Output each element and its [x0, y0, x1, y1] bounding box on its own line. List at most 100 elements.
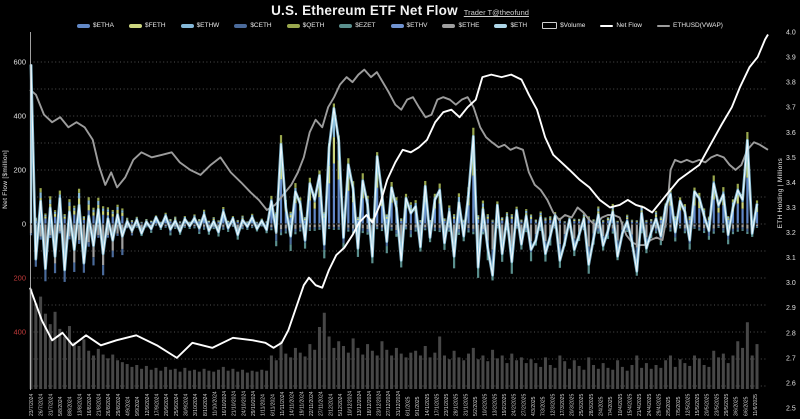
right-tick-label: 2.8	[786, 330, 796, 337]
date-label: 31/7/2024	[48, 394, 54, 416]
legend-swatch-ceth	[234, 23, 248, 28]
date-label: 29/4/2025	[656, 394, 662, 416]
date-label: 2/5/2025	[666, 396, 672, 416]
legend-swatch-ethv	[390, 23, 404, 28]
right-axis-ticks: 4.0 3.9 3.8 3.7 3.6 3.5 3.4 3.3 3.2 3.1 3.0 2.9 2.8 2…	[786, 30, 796, 413]
right-tick-label: 3.7	[786, 105, 796, 112]
legend-item-feth[interactable]: $FETH	[128, 22, 166, 29]
net-flow-line	[29, 34, 769, 359]
legend-item-etha[interactable]: $ETHA	[77, 22, 114, 29]
date-label: 5/2/2025	[473, 396, 479, 416]
date-label: 19/2/2025	[502, 394, 508, 416]
right-tick-label: 3.9	[786, 55, 796, 62]
date-label: 23/1/2025	[444, 394, 450, 416]
legend-item-ezet[interactable]: $EZET	[339, 22, 376, 29]
legend-label: $Volume	[560, 22, 586, 29]
date-label: 16/8/2024	[87, 394, 93, 416]
date-label: 17/3/2025	[560, 394, 566, 416]
legend-item-netflow[interactable]: Net Flow	[600, 22, 642, 29]
date-label: 25/3/2025	[579, 394, 585, 416]
legend-item-ethe[interactable]: $ETHE	[442, 22, 479, 29]
legend-label: $FETH	[144, 22, 166, 29]
date-label: 21/8/2024	[97, 394, 103, 416]
legend-item-qeth[interactable]: $QETH	[286, 22, 324, 29]
date-label: 7/3/2025	[541, 396, 547, 416]
date-label: 23/7/2024	[29, 394, 35, 416]
legend-item-ethv[interactable]: $ETHV	[390, 22, 427, 29]
left-tick-label: 200	[13, 166, 26, 175]
right-tick-label: 3.4	[786, 180, 796, 187]
date-label: 7/5/2025	[676, 396, 682, 416]
right-tick-label: 3.2	[786, 230, 796, 237]
date-label: 12/5/2025	[685, 394, 691, 416]
right-tick-label: 3.1	[786, 255, 796, 262]
date-label: 29/8/2024	[116, 394, 122, 416]
chart-subtitle-credit[interactable]: Trader T@theofund	[463, 8, 529, 17]
legend-swatch-etha	[77, 23, 91, 28]
chart-header: U.S. Ethereum ETF Net Flow Trader T@theof…	[0, 2, 800, 20]
daily-flow-line	[30, 64, 758, 276]
date-label: 20/5/2025	[705, 394, 711, 416]
date-label: 15/4/2025	[628, 394, 634, 416]
date-label: 29/10/2024	[251, 391, 257, 416]
legend-label: ETHUSD(VWAP)	[673, 22, 723, 29]
date-label: 15/5/2025	[695, 394, 701, 416]
etf-flow-bars	[29, 64, 759, 282]
left-tick-label: 400	[13, 328, 26, 337]
date-label: 21/4/2025	[637, 394, 643, 416]
date-label: 3/10/2024	[193, 394, 199, 416]
date-label: 29/5/2025	[724, 394, 730, 416]
date-label: 5/8/2024	[58, 396, 64, 416]
legend-item-ethw[interactable]: $ETHW	[180, 22, 219, 29]
chart-title: U.S. Ethereum ETF Net Flow	[271, 3, 458, 18]
date-label: 31/12/2024	[396, 391, 402, 416]
date-label: 17/1/2025	[434, 394, 440, 416]
volume-bars	[29, 289, 759, 389]
date-label: 2/12/2024	[328, 394, 334, 416]
date-label: 6/1/2025	[405, 396, 411, 416]
date-label: 10/12/2024	[348, 391, 354, 416]
right-tick-label: 3.3	[786, 205, 796, 212]
date-label: 5/12/2024	[338, 394, 344, 416]
date-label: 3/6/2025	[734, 396, 740, 416]
date-label: 4/9/2024	[126, 396, 132, 416]
right-tick-label: 3.6	[786, 130, 796, 137]
date-label: 24/2/2025	[512, 394, 518, 416]
right-tick-label: 2.7	[786, 355, 796, 362]
date-label: 19/11/2024	[299, 391, 305, 416]
date-label: 12/3/2025	[550, 394, 556, 416]
legend-item-eth[interactable]: $ETH	[494, 22, 527, 29]
date-label: 26/7/2024	[39, 394, 45, 416]
right-axis-title: ETH Holding | Millions	[777, 158, 784, 229]
legend-swatch-eth	[494, 23, 508, 28]
date-label: 11/10/2024	[212, 391, 218, 416]
legend-label: $ETHE	[458, 22, 480, 29]
date-label: 23/5/2025	[714, 394, 720, 416]
right-tick-label: 2.9	[786, 305, 796, 312]
legend-swatch-volume	[542, 22, 558, 29]
date-label: 23/12/2024	[377, 391, 383, 416]
date-label: 25/9/2024	[174, 394, 180, 416]
date-label: 11/11/2024	[280, 391, 286, 416]
date-label: 20/3/2025	[570, 394, 576, 416]
date-label: 31/1/2025	[463, 394, 469, 416]
date-label: 18/12/2024	[367, 391, 373, 416]
date-label: 24/4/2025	[647, 394, 653, 416]
date-label: 26/8/2024	[106, 394, 112, 416]
date-label: 14/1/2025	[425, 394, 431, 416]
right-tick-label: 4.0	[786, 30, 796, 37]
date-label: 7/4/2025	[608, 396, 614, 416]
date-label: 14/11/2024	[290, 391, 296, 416]
date-label: 9/9/2024	[135, 396, 141, 416]
legend-label: $ETHA	[93, 22, 114, 29]
chart-legend: $ETHA $FETH $ETHW $CETH $QETH $EZET $ETHV $ETHE…	[55, 22, 745, 29]
legend-item-ethusdvwap[interactable]: ETHUSD(VWAP)	[657, 22, 723, 29]
legend-item-ceth[interactable]: $CETH	[234, 22, 272, 29]
right-tick-label: 2.6	[786, 380, 796, 387]
date-label: 22/11/2024	[309, 391, 315, 416]
legend-swatch-ezet	[339, 23, 353, 28]
date-label: 27/11/2024	[319, 391, 325, 416]
legend-item-volume[interactable]: $Volume	[542, 22, 585, 29]
date-label: 9/1/2025	[415, 396, 421, 416]
